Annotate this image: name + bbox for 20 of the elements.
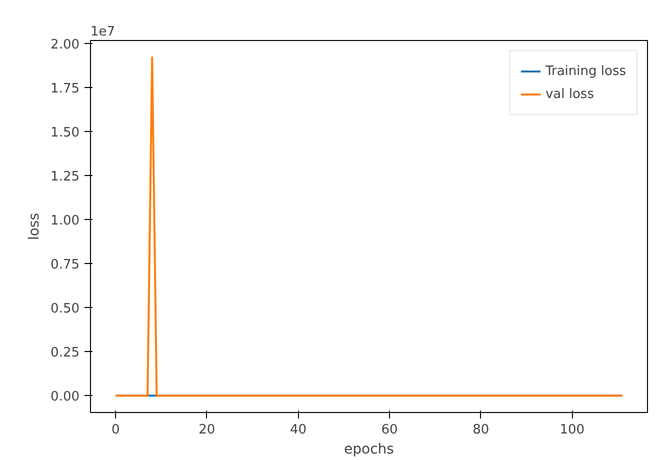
x-tick-label: 80 bbox=[472, 422, 490, 438]
y-tick-label: 1.00 bbox=[50, 213, 80, 228]
y-axis-title: loss bbox=[26, 212, 43, 240]
legend-label: val loss bbox=[545, 86, 594, 102]
y-tick-label: 0.25 bbox=[50, 346, 80, 361]
y-tick-label: 1.75 bbox=[50, 81, 80, 96]
y-tick-label: 2.00 bbox=[50, 37, 80, 52]
y-tick-label: 0.50 bbox=[50, 302, 80, 317]
x-tick-label: 60 bbox=[381, 422, 398, 438]
y-tick-label: 1.50 bbox=[50, 125, 80, 140]
x-tick-label: 40 bbox=[290, 422, 307, 438]
x-tick-label: 0 bbox=[111, 422, 120, 438]
legend-label: Training loss bbox=[545, 64, 626, 78]
x-tick-label: 20 bbox=[198, 422, 216, 438]
x-tick-label: 100 bbox=[560, 422, 585, 438]
y-tick-label: 1.25 bbox=[50, 169, 80, 184]
y-tick-label: 0.00 bbox=[50, 390, 80, 405]
text: 1e7 bbox=[90, 24, 116, 40]
x-axis-title: epochs bbox=[344, 442, 394, 458]
y-tick-label: 0.75 bbox=[50, 257, 80, 272]
